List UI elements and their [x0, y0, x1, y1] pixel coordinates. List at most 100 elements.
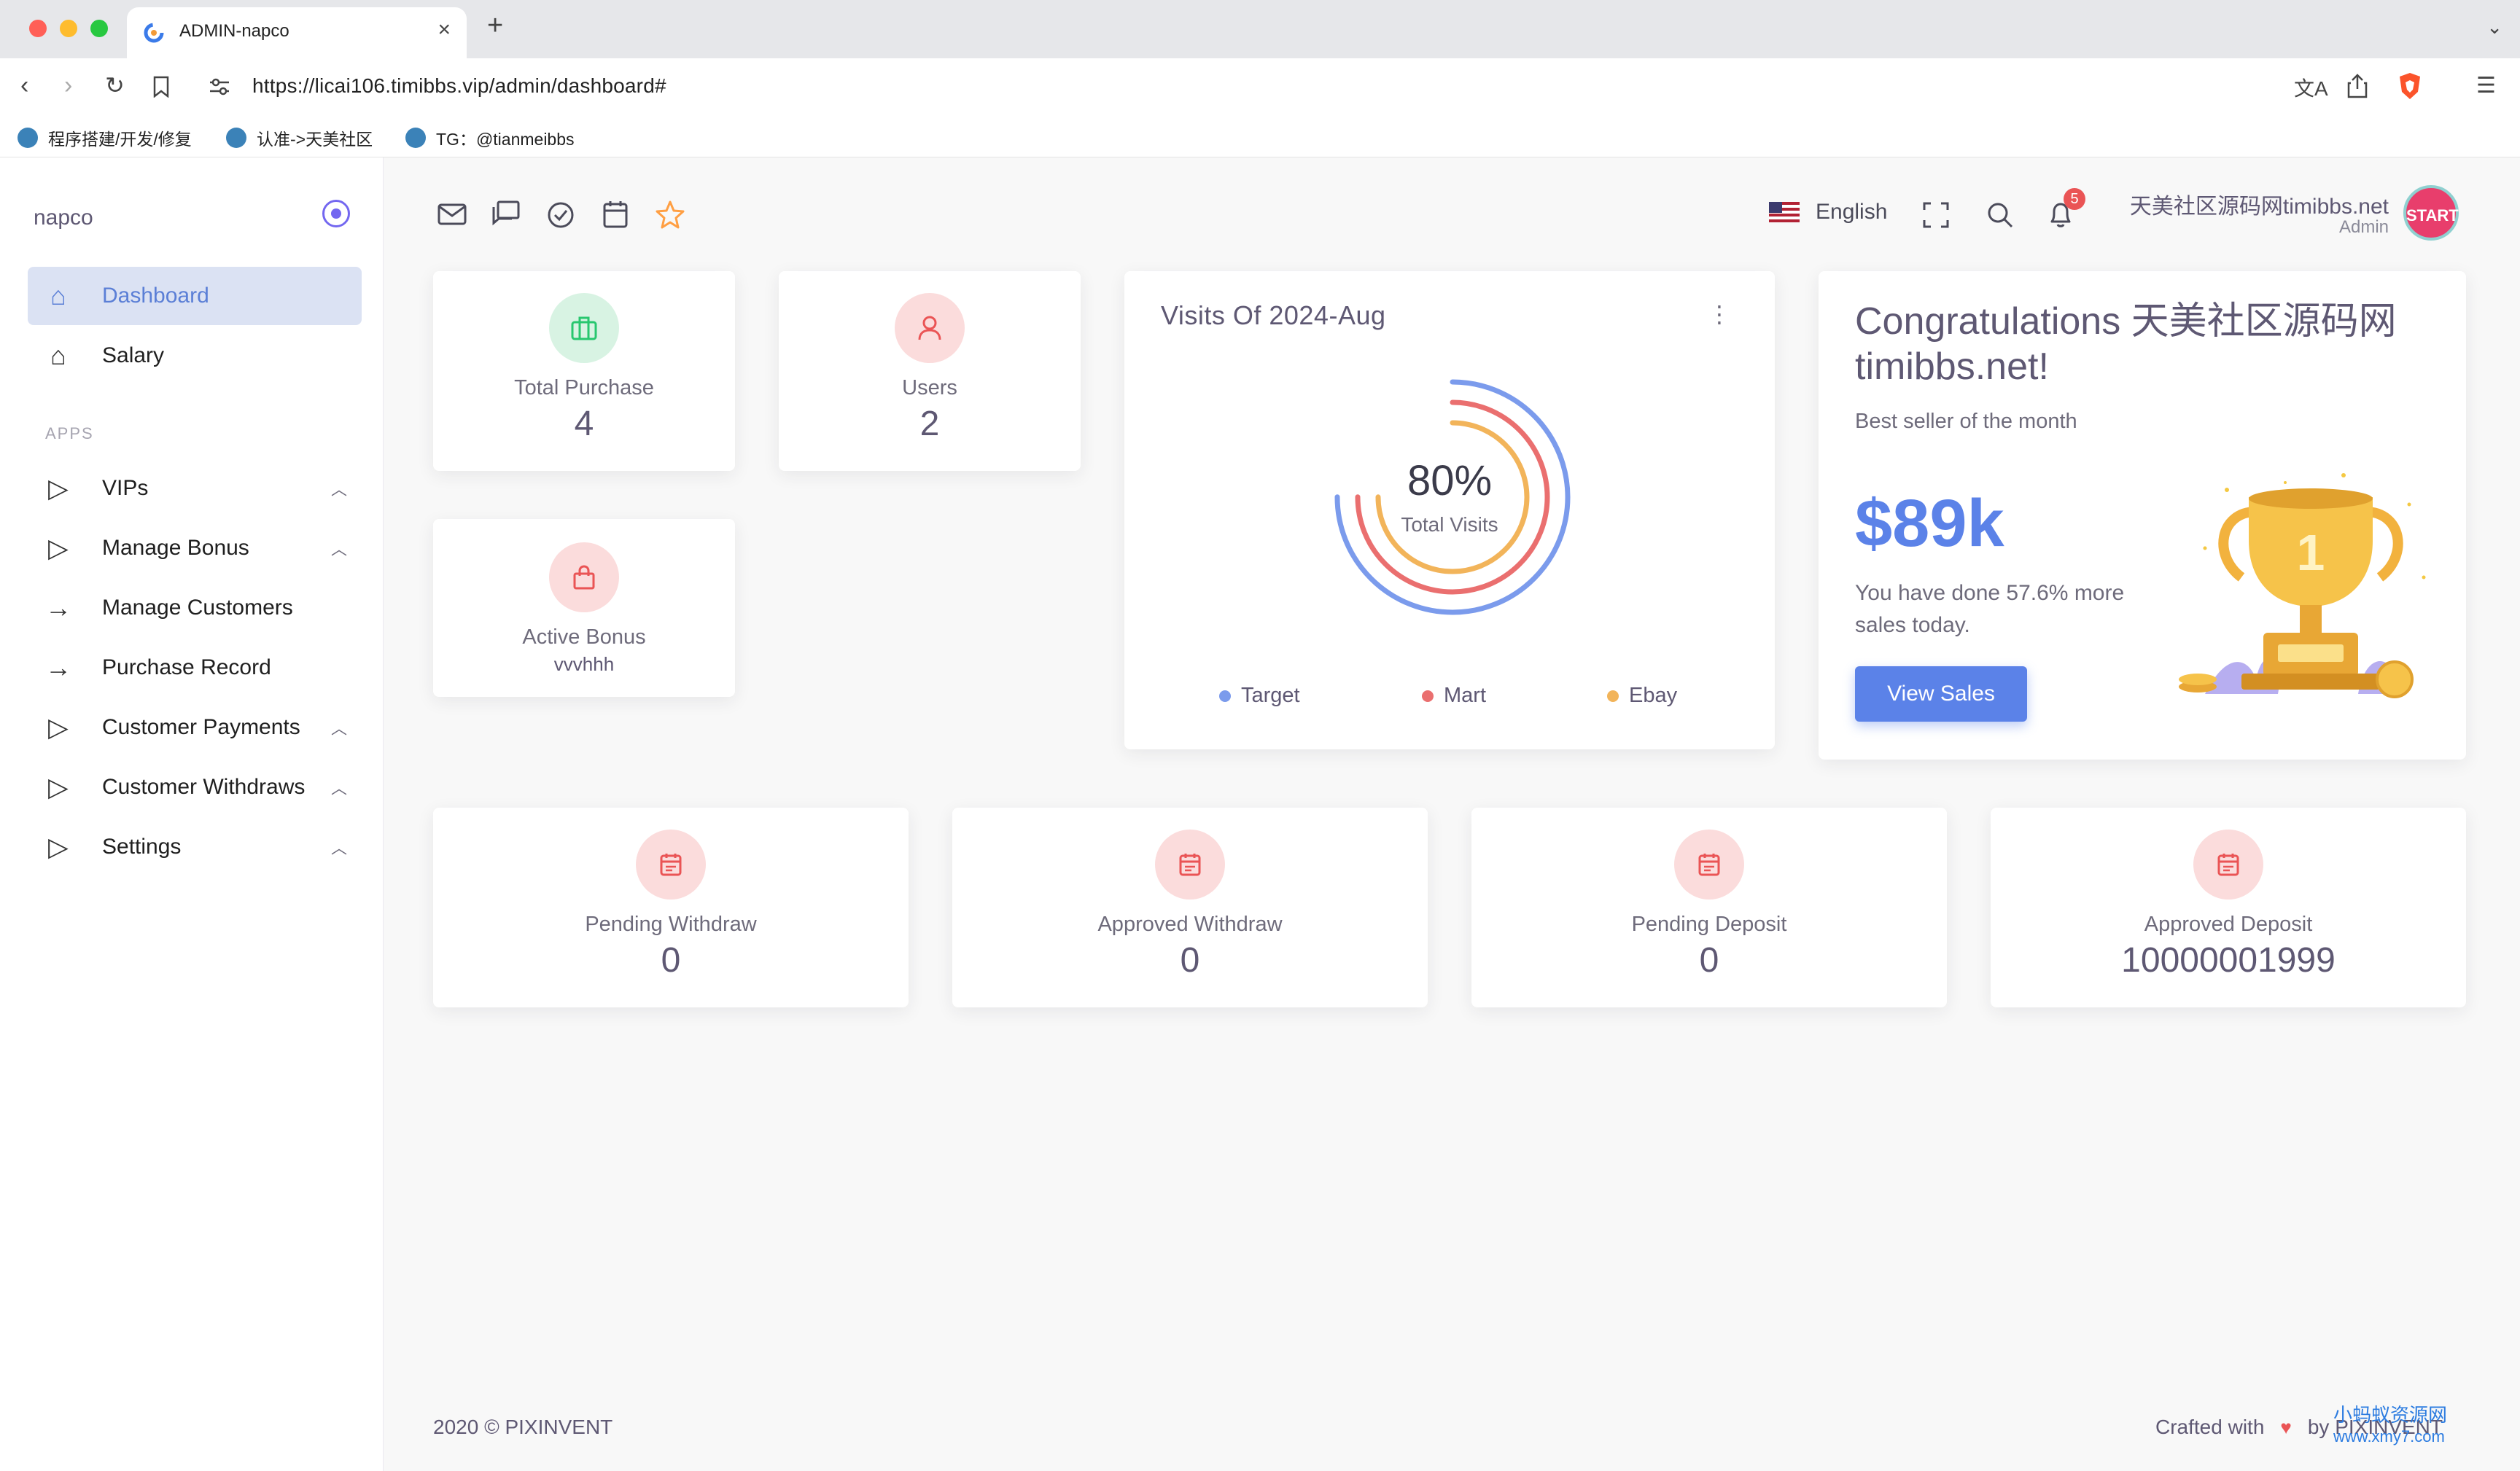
reload-icon[interactable]: ↻ — [105, 72, 125, 98]
minimize-window-button[interactable] — [60, 20, 77, 37]
legend-item-mart: Mart — [1422, 684, 1486, 708]
check-circle-icon[interactable] — [547, 201, 575, 229]
mail-icon[interactable] — [438, 203, 467, 226]
legend-dot — [1422, 690, 1434, 702]
stat-label: Pending Deposit — [1631, 913, 1787, 936]
share-icon[interactable] — [2346, 73, 2368, 99]
play-icon: ▷ — [48, 832, 69, 862]
sidebar-item-customer-withdraws[interactable]: ▷ Customer Withdraws ︿ — [28, 758, 362, 816]
star-icon[interactable] — [655, 200, 685, 229]
legend-dot — [1219, 690, 1231, 702]
brave-shield-icon[interactable] — [2398, 71, 2422, 101]
user-name[interactable]: 天美社区源码网timibbs.net — [2129, 195, 2389, 219]
stat-value: vvvhhh — [553, 653, 615, 675]
footer-credits: Crafted with ♥ by PIXINVENT — [2155, 1416, 2443, 1439]
sidebar-item-manage-bonus[interactable]: ▷ Manage Bonus ︿ — [28, 519, 362, 577]
language-selector[interactable]: English — [1769, 200, 1887, 225]
radial-arc-target — [1334, 379, 1571, 615]
sidebar-item-settings[interactable]: ▷ Settings ︿ — [28, 818, 362, 876]
visits-chart-card: Visits Of 2024-Aug ⋮ 80% Total Visits Ta… — [1124, 271, 1775, 749]
view-sales-button[interactable]: View Sales — [1855, 666, 2027, 722]
users-card: Users 2 — [779, 271, 1081, 471]
total-purchase-card: Total Purchase 4 — [433, 271, 735, 471]
sidebar-toggle-icon[interactable] — [322, 200, 350, 227]
search-icon[interactable] — [1986, 201, 2014, 229]
sidebar-item-label: Salary — [102, 343, 165, 367]
play-icon: ▷ — [48, 473, 69, 503]
sidebar-item-purchase-record[interactable]: → Purchase Record — [28, 639, 362, 697]
brand-name[interactable]: napco — [34, 206, 93, 230]
translate-icon[interactable]: 文A — [2294, 77, 2328, 100]
footer-by-text: by PIXINVENT — [2307, 1416, 2443, 1438]
url-field[interactable]: https://licai106.timibbs.vip/admin/dashb… — [252, 74, 666, 97]
stat-label: Approved Deposit — [2144, 913, 2313, 936]
chevron-up-icon: ︿ — [330, 839, 347, 857]
bookmark-label: TG：@tianmeibbs — [436, 130, 575, 149]
footer-crafted-text: Crafted with — [2155, 1416, 2265, 1438]
site-favicon-icon — [144, 23, 164, 43]
site-settings-icon[interactable] — [209, 77, 230, 96]
stat-label: Active Bonus — [522, 625, 646, 649]
sidebar-item-label: Dashboard — [102, 284, 209, 308]
sidebar-item-label: Manage Customers — [102, 596, 293, 620]
chevron-up-icon: ︿ — [330, 480, 347, 499]
browser-address-bar: ‹ › ↻ https://licai106.timibbs.vip/admin… — [0, 58, 2520, 115]
arrow-right-icon: → — [45, 593, 71, 623]
bookmark-item[interactable]: 程序搭建/开发/修复 — [18, 125, 192, 150]
forward-icon[interactable]: › — [64, 71, 73, 99]
chat-icon[interactable] — [491, 200, 521, 227]
sidebar-item-vips[interactable]: ▷ VIPs ︿ — [28, 459, 362, 518]
calendar-icon[interactable] — [602, 200, 629, 229]
bookmark-label: 程序搭建/开发/修复 — [48, 130, 192, 149]
browser-tab[interactable]: ADMIN-napco × — [127, 7, 467, 58]
close-tab-icon[interactable]: × — [438, 17, 451, 42]
heart-icon: ♥ — [2280, 1416, 2292, 1438]
play-icon: ▷ — [48, 712, 69, 742]
fullscreen-icon[interactable] — [1922, 201, 1950, 229]
legend-label: Target — [1241, 684, 1300, 707]
back-icon[interactable]: ‹ — [20, 71, 29, 99]
shopping-bag-icon — [549, 542, 619, 612]
approved-deposit-card: Approved Deposit 10000001999 — [1991, 808, 2466, 1007]
sales-amount: $89k — [1855, 486, 2004, 561]
more-vertical-icon[interactable]: ⋮ — [1708, 301, 1731, 327]
sidebar-item-salary[interactable]: ⌂ Salary — [28, 327, 362, 385]
bookmark-item[interactable]: TG：@tianmeibbs — [405, 125, 575, 150]
bookmark-item[interactable]: 认准->天美社区 — [226, 125, 373, 150]
sidebar-item-manage-customers[interactable]: → Manage Customers — [28, 579, 362, 637]
bookmarks-bar: 程序搭建/开发/修复 认准->天美社区 TG：@tianmeibbs — [0, 115, 2520, 157]
radial-chart — [1334, 379, 1571, 615]
legend-item-ebay: Ebay — [1607, 684, 1677, 708]
home-icon: ⌂ — [50, 340, 66, 370]
watermark-line1: 小蚂蚁资源网 — [2333, 1404, 2448, 1426]
tab-list-chevron-icon[interactable]: ⌄ — [2486, 16, 2502, 38]
stat-label: Approved Withdraw — [1097, 913, 1283, 936]
sidebar-item-label: Settings — [102, 835, 182, 859]
watermark-line2: www.xmy7.com — [2333, 1427, 2445, 1445]
active-bonus-card: Active Bonus vvvhhh — [433, 519, 735, 697]
stat-value: 4 — [574, 405, 594, 443]
close-window-button[interactable] — [29, 20, 47, 37]
stat-value: 2 — [919, 405, 940, 443]
browser-menu-icon[interactable]: ☰ — [2476, 74, 2496, 98]
arrow-right-icon: → — [45, 652, 71, 682]
user-role: Admin — [2338, 217, 2389, 237]
calendar-icon — [2193, 830, 2263, 900]
bell-icon[interactable] — [2048, 200, 2074, 229]
congrats-subtitle: Best seller of the month — [1855, 410, 2077, 433]
sidebar: napco ⌂ Dashboard ⌂ Salary APPS ▷ VIPs ︿… — [0, 157, 384, 1471]
sidebar-item-dashboard[interactable]: ⌂ Dashboard — [28, 267, 362, 325]
congratulations-card: Congratulations 天美社区源码网 timibbs.net! Bes… — [1819, 271, 2466, 760]
pending-deposit-card: Pending Deposit 0 — [1471, 808, 1947, 1007]
sidebar-item-customer-payments[interactable]: ▷ Customer Payments ︿ — [28, 698, 362, 757]
congrats-title: Congratulations 天美社区源码网 timibbs.net! — [1855, 300, 2397, 388]
new-tab-button[interactable]: + — [487, 10, 504, 41]
sidebar-item-label: Customer Withdraws — [102, 775, 306, 799]
bookmark-site-icon — [405, 128, 426, 148]
stat-label: Users — [902, 376, 957, 399]
avatar[interactable]: START — [2403, 185, 2459, 241]
sidebar-item-label: VIPs — [102, 476, 149, 500]
maximize-window-button[interactable] — [90, 20, 108, 37]
bookmark-icon[interactable] — [152, 76, 171, 98]
sidebar-item-label: Customer Payments — [102, 715, 300, 739]
